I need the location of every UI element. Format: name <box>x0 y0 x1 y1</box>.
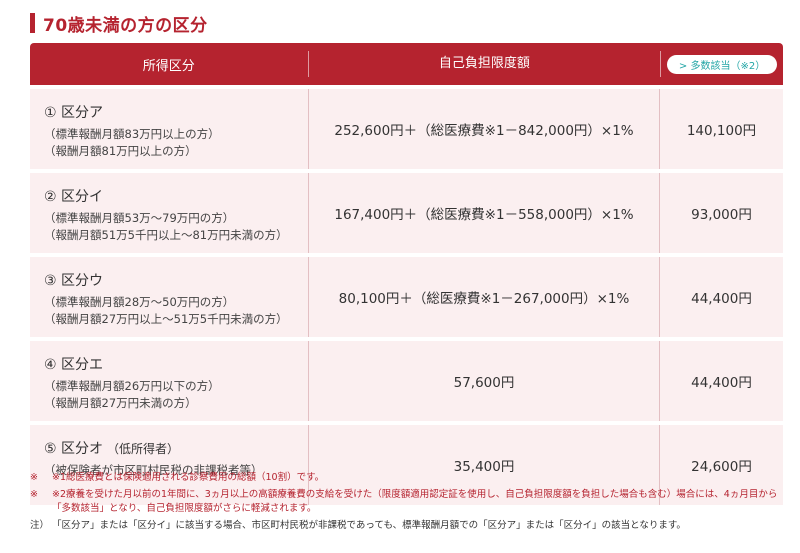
limit-cell: 252,600円＋（総医療費※1－842,000円）×1% <box>308 89 660 169</box>
footnote-mark: ※ <box>30 472 38 483</box>
category-detail: （被保険者が市区町村民税の非課税者等） <box>44 463 263 477</box>
category-label: ② 区分イ <box>44 189 104 205</box>
category-detail: （報酬月額27万円以上～51万5千円未満の方） <box>44 312 288 326</box>
category-label: ③ 区分ウ <box>44 273 104 289</box>
multiple-cell: 24,600円 <box>691 459 752 475</box>
page-title: 70歳未満の方の区分 <box>43 15 208 36</box>
category-label: ④ 区分エ <box>44 357 104 373</box>
table-row: ③ 区分ウ （標準報酬月額28万～50万円の方） （報酬月額27万円以上～51万… <box>30 257 783 337</box>
income-cell: ① 区分ア （標準報酬月額83万円以上の方） （報酬月額81万円以上の方） <box>30 89 308 169</box>
category-label: ① 区分ア <box>44 105 104 121</box>
income-cell: ④ 区分エ （標準報酬月額26万円以下の方） （報酬月額27万円未満の方） <box>30 341 308 421</box>
limit-cell: 57,600円 <box>308 341 660 421</box>
multiple-cell: 44,400円 <box>691 291 752 307</box>
header-multiple-cell: > 多数該当（※2） <box>660 51 783 77</box>
income-category-table: 所得区分 自己負担限度額 > 多数該当（※2） ① 区分ア （標準報酬月額83万… <box>30 43 783 505</box>
footnote-text: ※1総医療費とは保険適用される診察費用の総額（10割）です。 <box>52 472 325 483</box>
section-heading: 70歳未満の方の区分 <box>30 12 208 36</box>
footnote: 注） 「区分ア」または「区分イ」に該当する場合、市区町村民税が非課税であっても、… <box>30 519 780 533</box>
limit-cell: 35,400円 <box>308 425 660 505</box>
footnote: ※ ※2療養を受けた月以前の1年間に、3ヵ月以上の高額療養費の支給を受けた（限度… <box>30 488 780 516</box>
income-cell: ③ 区分ウ （標準報酬月額28万～50万円の方） （報酬月額27万円以上～51万… <box>30 257 308 337</box>
category-detail: （標準報酬月額83万円以上の方） <box>44 127 220 141</box>
category-detail: （報酬月額51万5千円以上～81万円未満の方） <box>44 228 288 242</box>
table-row: ① 区分ア （標準報酬月額83万円以上の方） （報酬月額81万円以上の方） 25… <box>30 89 783 169</box>
table-header: 所得区分 自己負担限度額 > 多数該当（※2） <box>30 43 783 85</box>
footnote-mark: ※ <box>30 489 38 500</box>
table-row: ② 区分イ （標準報酬月額53万～79万円の方） （報酬月額51万5千円以上～8… <box>30 173 783 253</box>
header-limit-amount: 自己負担限度額 <box>307 51 661 77</box>
table-row: ⑤ 区分オ （低所得者） （被保険者が市区町村民税の非課税者等） 35,400円 … <box>30 425 783 505</box>
footnote-text: 「区分ア」または「区分イ」に該当する場合、市区町村民税が非課税であっても、標準報… <box>52 520 686 531</box>
heading-accent-bar <box>30 13 35 33</box>
income-cell: ② 区分イ （標準報酬月額53万～79万円の方） （報酬月額51万5千円以上～8… <box>30 173 308 253</box>
category-detail: （標準報酬月額53万～79万円の方） <box>44 211 235 225</box>
table-row: ④ 区分エ （標準報酬月額26万円以下の方） （報酬月額27万円未満の方） 57… <box>30 341 783 421</box>
category-label: ⑤ 区分オ （低所得者） <box>44 441 180 457</box>
multiple-applicable-badge[interactable]: > 多数該当（※2） <box>666 54 778 74</box>
footnote-text: ※2療養を受けた月以前の1年間に、3ヵ月以上の高額療養費の支給を受けた（限度額適… <box>52 489 778 514</box>
multiple-cell: 44,400円 <box>691 375 752 391</box>
footnote-mark: 注） <box>30 520 50 531</box>
income-cell: ⑤ 区分オ （低所得者） （被保険者が市区町村民税の非課税者等） <box>30 425 308 505</box>
footnotes: ※ ※1総医療費とは保険適用される診察費用の総額（10割）です。 ※ ※2療養を… <box>30 471 780 536</box>
limit-cell: 167,400円＋（総医療費※1－558,000円）×1% <box>308 173 660 253</box>
category-detail: （報酬月額27万円未満の方） <box>44 396 197 410</box>
category-detail: （報酬月額81万円以上の方） <box>44 144 197 158</box>
multiple-cell: 140,100円 <box>686 123 757 139</box>
category-detail: （標準報酬月額26万円以下の方） <box>44 379 220 393</box>
footnote: ※ ※1総医療費とは保険適用される診察費用の総額（10割）です。 <box>30 471 780 485</box>
header-income-category: 所得区分 <box>142 58 195 74</box>
category-detail: （標準報酬月額28万～50万円の方） <box>44 295 235 309</box>
limit-cell: 80,100円＋（総医療費※1－267,000円）×1% <box>308 257 660 337</box>
multiple-cell: 93,000円 <box>691 207 752 223</box>
